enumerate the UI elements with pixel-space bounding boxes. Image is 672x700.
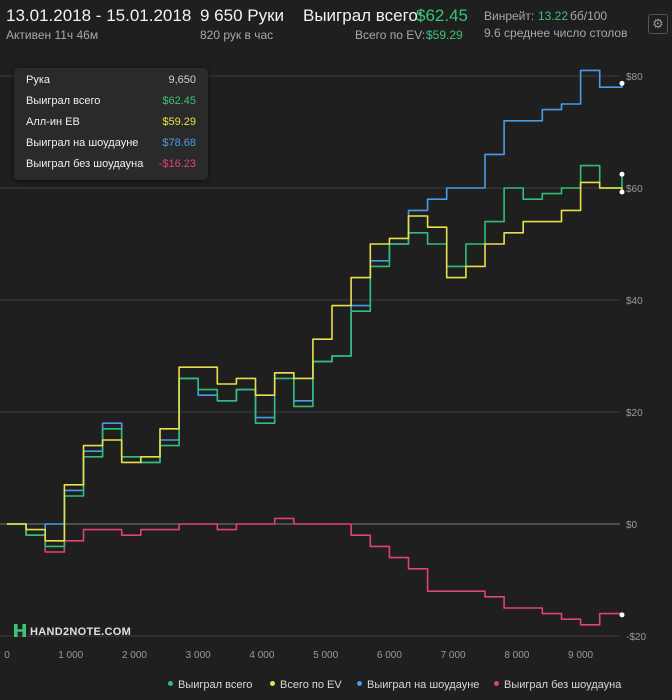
winrate-label: Винрейт: <box>484 9 535 23</box>
tooltip-nonshowdown-value: -$16.23 <box>158 158 196 170</box>
series-end-point-0 <box>619 171 625 177</box>
hands-per-hour: 820 рук в час <box>200 28 274 42</box>
y-tick-label: $0 <box>626 520 638 531</box>
x-tick-label: 2 000 <box>122 650 147 661</box>
won-total-value: $62.45 <box>416 6 468 25</box>
y-tick-label: -$20 <box>626 632 646 643</box>
tooltip-hand-label: Рука <box>26 74 51 86</box>
ev-label: Всего по EV: <box>355 28 426 42</box>
winrate-unit: бб/100 <box>570 9 608 23</box>
series-line-3 <box>7 517 623 626</box>
y-tick-label: $80 <box>626 72 643 83</box>
x-tick-label: 4 000 <box>249 650 274 661</box>
series-end-point-2 <box>619 80 625 86</box>
tooltip-won-value: $62.45 <box>162 95 196 107</box>
legend-label: Выиграл на шоудауне <box>367 679 480 691</box>
x-tick-label: 5 000 <box>313 650 338 661</box>
active-time: Активен 11ч 46м <box>6 28 99 42</box>
series-line-0 <box>7 164 623 548</box>
tooltip-showdown-label: Выиграл на шоудауне <box>26 137 139 149</box>
hand2note-logo: HAND2NOTE.COM <box>14 624 131 638</box>
header: 13.01.2018 - 15.01.2018 Активен 11ч 46м … <box>0 0 672 46</box>
legend-item-won[interactable]: Выиграл всего <box>168 679 252 691</box>
tooltip-hand-value: 9,650 <box>168 74 196 86</box>
tooltip-ev-label: Алл-ин ЕВ <box>26 116 80 128</box>
x-tick-label: 8 000 <box>504 650 529 661</box>
tooltip-won-label: Выиграл всего <box>26 95 101 107</box>
tooltip: Рука 9,650 Выиграл всего $62.45 Алл-ин ЕВ $… <box>14 68 208 180</box>
ev-value: $59.29 <box>426 28 463 42</box>
x-tick-label: 0 <box>4 650 10 661</box>
x-tick-label: 7 000 <box>441 650 466 661</box>
x-tick-label: 9 000 <box>568 650 593 661</box>
avg-tables: 9.6 среднее число столов <box>484 26 628 40</box>
legend-item-ev[interactable]: Всего по EV <box>270 679 342 691</box>
series-line-1 <box>7 181 623 542</box>
won-total-label: Выиграл всего: <box>303 6 423 25</box>
legend-item-showdown[interactable]: Выиграл на шоудауне <box>357 679 479 691</box>
legend-dot-icon <box>270 681 275 686</box>
tooltip-showdown-value: $78.68 <box>162 137 196 149</box>
date-range[interactable]: 13.01.2018 - 15.01.2018 <box>6 6 192 25</box>
winrate-value: 13.22 <box>538 9 569 23</box>
legend-label: Выиграл без шоудауна <box>504 679 622 691</box>
legend-label: Всего по EV <box>280 679 342 691</box>
x-tick-label: 6 000 <box>377 650 402 661</box>
x-tick-label: 3 000 <box>186 650 211 661</box>
legend-dot-icon <box>494 681 499 686</box>
y-tick-label: $20 <box>626 408 643 419</box>
logo-icon <box>14 624 26 637</box>
series-end-point-3 <box>619 612 625 618</box>
hands-count: 9 650 Руки <box>200 6 285 25</box>
legend-dot-icon <box>168 681 173 686</box>
series-end-point-1 <box>619 189 625 195</box>
y-tick-label: $40 <box>626 296 643 307</box>
gear-icon[interactable]: ⚙ <box>648 14 668 34</box>
legend-item-nonshowdown[interactable]: Выиграл без шоудауна <box>494 679 621 691</box>
y-tick-label: $60 <box>626 184 643 195</box>
tooltip-nonshowdown-label: Выиграл без шоудауна <box>26 158 144 170</box>
chart: -$20 $0 $20 $40 $60 $80 0 1 000 2 000 3 000 4 000 5… <box>0 69 646 661</box>
legend-dot-icon <box>357 681 362 686</box>
x-tick-label: 1 000 <box>58 650 83 661</box>
tooltip-ev-value: $59.29 <box>162 116 196 128</box>
legend-label: Выиграл всего <box>178 679 253 691</box>
logo-text: HAND2NOTE.COM <box>30 626 132 638</box>
